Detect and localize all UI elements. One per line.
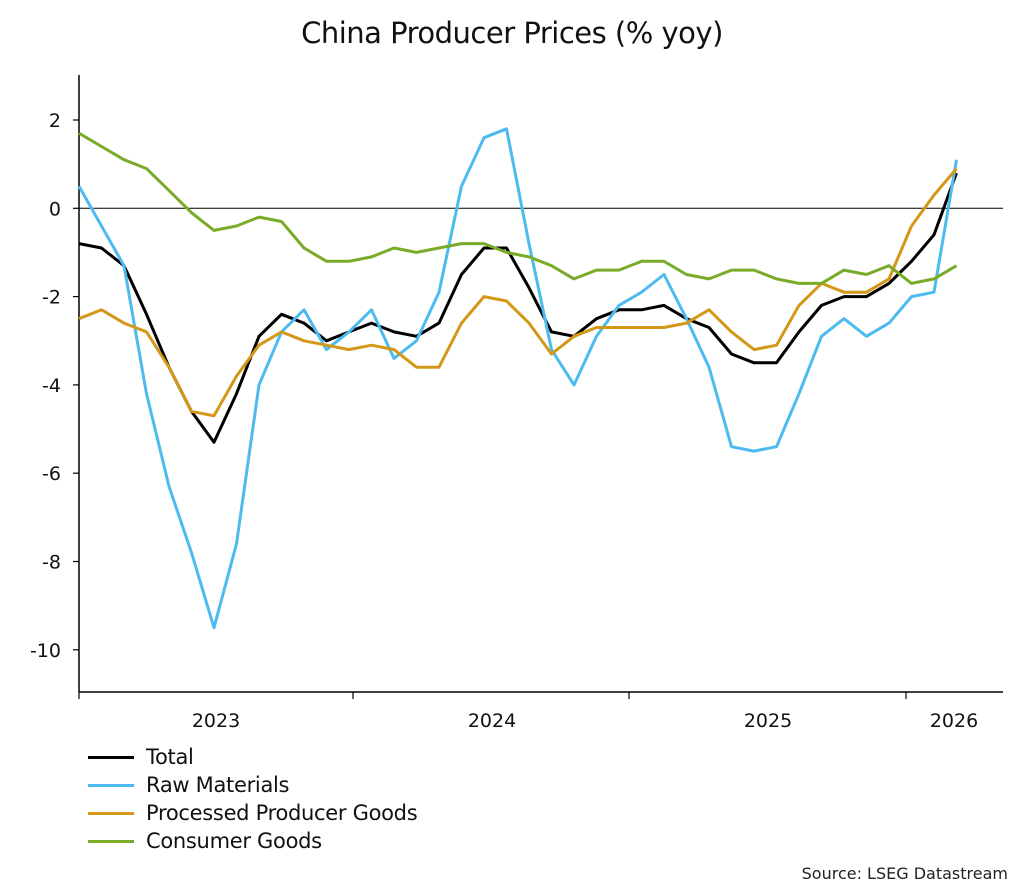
y-tick-label: -10 xyxy=(30,640,61,662)
y-tick-label: -8 xyxy=(42,552,61,574)
legend: Total Raw Materials Processed Producer G… xyxy=(88,743,418,855)
chart-title: China Producer Prices (% yoy) xyxy=(301,16,723,50)
legend-swatch-processed-producer-goods xyxy=(88,811,134,815)
y-tick-label: 2 xyxy=(49,110,61,132)
series-line-raw-materials xyxy=(77,127,958,630)
x-tick-label: 2024 xyxy=(468,710,516,732)
legend-swatch-total xyxy=(88,755,134,759)
x-tick-label: 2023 xyxy=(192,710,240,732)
y-ticks: 2 0 -2 -4 -6 -8 -10 xyxy=(30,110,79,662)
y-tick-label: -6 xyxy=(42,463,61,485)
axes xyxy=(78,75,1003,693)
series-line-consumer-goods xyxy=(78,131,958,285)
legend-item-total: Total xyxy=(88,743,417,771)
y-tick-label: -2 xyxy=(42,287,61,309)
source-note: Source: LSEG Datastream xyxy=(801,864,1008,883)
series-layer xyxy=(77,127,958,630)
legend-label-consumer-goods: Consumer Goods xyxy=(146,829,322,853)
x-tick-label: 2025 xyxy=(744,710,792,732)
legend-label-raw-materials: Raw Materials xyxy=(146,773,290,797)
y-tick-label: 0 xyxy=(49,198,61,220)
legend-label-total: Total xyxy=(146,745,194,769)
series-line-processed-producer-goods xyxy=(78,167,958,418)
legend-swatch-raw-materials xyxy=(88,783,134,787)
legend-item-processed-producer-goods: Processed Producer Goods xyxy=(88,799,418,827)
legend-item-consumer-goods: Consumer Goods xyxy=(88,827,417,855)
legend-swatch-consumer-goods xyxy=(88,839,134,843)
x-tick-label: 2026 xyxy=(930,710,978,732)
x-ticks: 2023 2024 2025 2026 xyxy=(78,692,978,732)
legend-item-raw-materials: Raw Materials xyxy=(88,771,417,799)
y-tick-label: -4 xyxy=(42,375,61,397)
series-line-total xyxy=(78,172,958,444)
legend-label-processed-producer-goods: Processed Producer Goods xyxy=(146,801,418,825)
